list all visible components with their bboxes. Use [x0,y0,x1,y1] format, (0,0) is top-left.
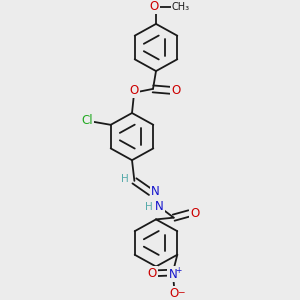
Text: O: O [150,0,159,13]
Text: −: − [177,288,185,297]
Text: O: O [171,84,180,97]
Text: Cl: Cl [82,114,93,127]
Text: O: O [130,83,139,97]
Text: N: N [155,200,164,213]
Text: N: N [168,268,177,281]
Text: +: + [175,266,181,275]
Text: H: H [121,174,129,184]
Text: N: N [151,185,160,198]
Text: O: O [170,287,179,300]
Text: CH₃: CH₃ [172,2,190,12]
Text: O: O [148,267,157,280]
Text: H: H [145,202,153,212]
Text: O: O [190,207,199,220]
